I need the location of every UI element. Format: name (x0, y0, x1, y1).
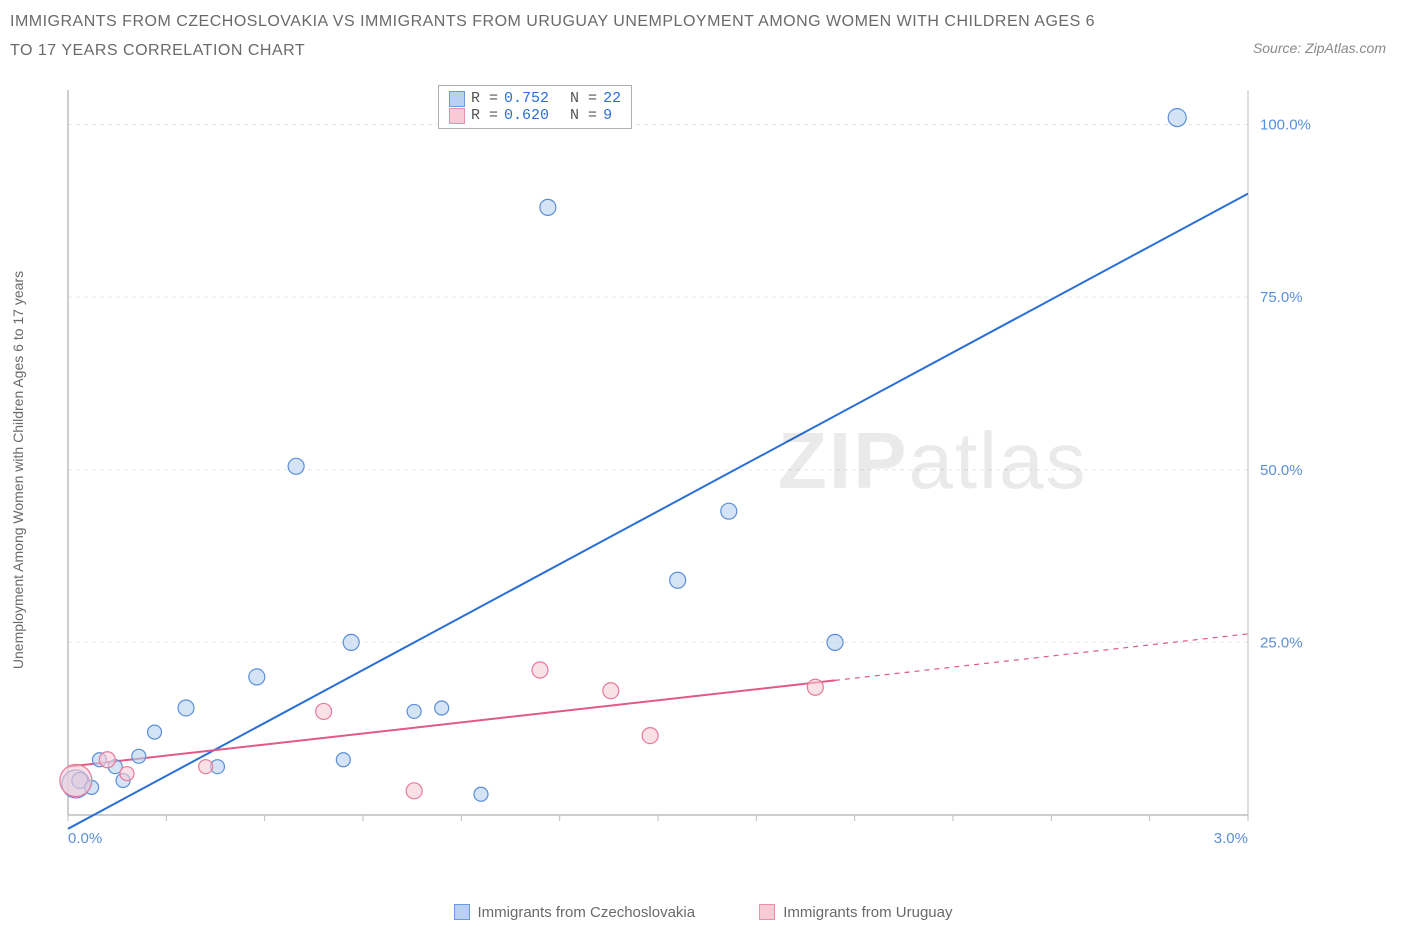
r-label: R = (471, 107, 498, 124)
chart-svg: 25.0% 50.0% 75.0% 100.0% 0.0% 3.0% (58, 85, 1328, 855)
n-label: N = (570, 107, 597, 124)
stats-legend-row: R = 0.620 N = 9 (449, 107, 621, 124)
svg-text:0.0%: 0.0% (68, 830, 102, 847)
source-attribution: Source: ZipAtlas.com (1253, 40, 1386, 56)
series-legend-item: Immigrants from Uruguay (759, 904, 952, 921)
swatch-icon (759, 904, 775, 920)
chart-title: IMMIGRANTS FROM CZECHOSLOVAKIA VS IMMIGR… (10, 8, 1110, 66)
svg-text:25.0%: 25.0% (1260, 634, 1303, 651)
n-label: N = (570, 90, 597, 107)
r-value: 0.620 (504, 107, 549, 124)
swatch-icon (454, 904, 470, 920)
series-legend: Immigrants from Czechoslovakia Immigrant… (0, 904, 1406, 925)
stats-legend-row: R = 0.752 N = 22 (449, 90, 621, 107)
series-label: Immigrants from Uruguay (783, 904, 952, 921)
stats-legend-box: R = 0.752 N = 22 R = 0.620 N = 9 (438, 85, 632, 129)
series-legend-item: Immigrants from Czechoslovakia (454, 904, 696, 921)
r-value: 0.752 (504, 90, 549, 107)
svg-text:100.0%: 100.0% (1260, 117, 1311, 134)
svg-text:50.0%: 50.0% (1260, 462, 1303, 479)
r-label: R = (471, 90, 498, 107)
swatch-icon (449, 108, 465, 124)
svg-text:3.0%: 3.0% (1214, 830, 1248, 847)
swatch-icon (449, 91, 465, 107)
series-label: Immigrants from Czechoslovakia (478, 904, 696, 921)
y-axis-label: Unemployment Among Women with Children A… (10, 271, 26, 669)
plot-area: 25.0%50.0%75.0%100.0%0.0%3.0% ZIPatlas R… (58, 85, 1328, 855)
n-value: 22 (603, 90, 621, 107)
n-value: 9 (603, 107, 612, 124)
svg-text:75.0%: 75.0% (1260, 289, 1303, 306)
